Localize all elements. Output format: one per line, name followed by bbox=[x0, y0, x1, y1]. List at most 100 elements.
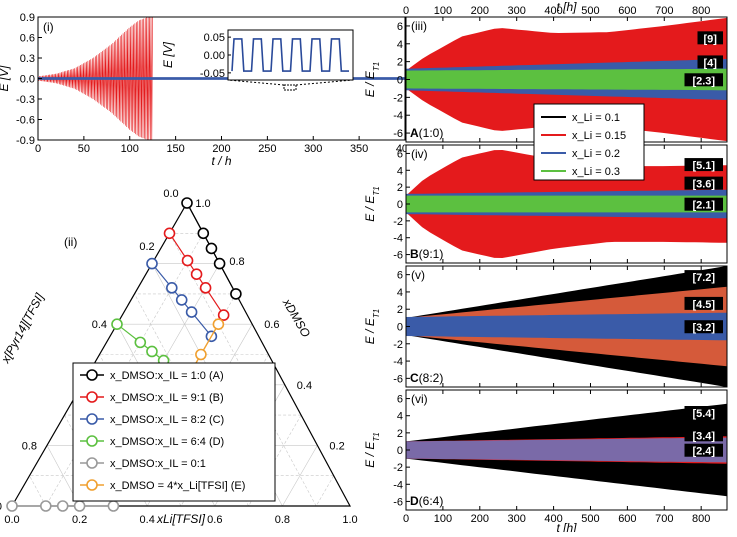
x-axis-label: t [h] bbox=[556, 521, 577, 532]
top-xtick-label: 100 bbox=[434, 5, 452, 17]
ytick-label: -6 bbox=[393, 373, 403, 385]
badge-label: [5.4] bbox=[692, 408, 715, 420]
series-marker bbox=[107, 500, 120, 512]
series-marker bbox=[39, 500, 52, 512]
ytick-label: 4 bbox=[397, 411, 403, 423]
series-e-marker bbox=[212, 318, 225, 331]
ytick-label: 0 bbox=[397, 199, 403, 211]
xtick-label: 300 bbox=[508, 513, 526, 525]
top-xtick-label: 0 bbox=[403, 5, 409, 17]
left-tick: 0.8 bbox=[22, 440, 37, 452]
ytick-label: 4 bbox=[397, 287, 403, 299]
y-axis-label: E [V] bbox=[0, 65, 11, 92]
top-tick: 1.0 bbox=[195, 198, 210, 210]
series-envelope bbox=[406, 68, 727, 91]
ytick-label: -2 bbox=[393, 462, 403, 474]
badge-label: [2.4] bbox=[692, 446, 715, 458]
series-marker bbox=[56, 500, 69, 512]
badge-label: [2.3] bbox=[692, 75, 715, 87]
legend-label: x_DMSO:x_IL = 8:2 (C) bbox=[110, 414, 224, 426]
series-marker bbox=[205, 242, 218, 255]
xtick-label: 250 bbox=[258, 143, 276, 155]
badge-bg bbox=[684, 73, 723, 87]
top-xtick-label: 200 bbox=[471, 5, 489, 17]
y-axis-label: E / ET1 bbox=[363, 62, 381, 97]
panel-label: (iv) bbox=[411, 147, 428, 161]
ytick-label: -6 bbox=[393, 250, 403, 262]
time-series-legend: x_Li = 0.1 x_Li = 0.15 x_Li = 0.2 x_Li = 0.… bbox=[533, 103, 645, 181]
panel-ii: 0.00.20.40.60.81.00.40.81.00.60.40.20.01… bbox=[0, 188, 358, 526]
ytick-label: 2 bbox=[397, 428, 403, 440]
badge-bg bbox=[684, 428, 723, 442]
ytick-label: -0.6 bbox=[16, 115, 35, 127]
legend-label: x_Li = 0.2 bbox=[572, 148, 620, 160]
legend-label: x_Li = 0.1 bbox=[572, 112, 620, 124]
ytick-label: 0.3 bbox=[20, 53, 35, 65]
ytick-label: 6 bbox=[397, 270, 403, 282]
ytick-label: 0 bbox=[397, 322, 403, 334]
series-marker bbox=[217, 309, 230, 321]
grid-line bbox=[315, 475, 334, 507]
panel-B: 6 4 2 0 -2 -4 -6 E / ET1 (iv) B(9:1) [5.1] [3.6] [2.… bbox=[363, 144, 728, 264]
ytick-label: 6 bbox=[397, 394, 403, 406]
ytick-label: 0 bbox=[397, 445, 403, 457]
sample-label: A(1:0) bbox=[410, 126, 443, 140]
left-tick: 1.0 bbox=[0, 501, 2, 513]
zoom-line bbox=[227, 79, 285, 86]
ytick-label: -4 bbox=[393, 233, 403, 245]
series-marker bbox=[166, 282, 178, 294]
badge-bg bbox=[684, 296, 723, 310]
xtick-label: 500 bbox=[581, 513, 599, 525]
sample-label: D(6:4) bbox=[410, 494, 443, 508]
sample-label: B(9:1) bbox=[410, 247, 443, 261]
top-xtick-label: 500 bbox=[581, 5, 599, 17]
bottom-tick: 1.0 bbox=[342, 514, 357, 526]
xtick-label: 800 bbox=[692, 513, 710, 525]
series-marker bbox=[197, 227, 210, 240]
ytick-label: 0.6 bbox=[20, 33, 35, 45]
top-xtick-label: 300 bbox=[508, 5, 526, 17]
badge-label: [3.2] bbox=[692, 322, 715, 334]
legend-swatch-marker bbox=[86, 435, 98, 447]
legend-label: x_DMSO:x_IL = 0:1 bbox=[110, 458, 206, 470]
series-envelope bbox=[406, 312, 727, 341]
badge-label: [7.2] bbox=[692, 272, 715, 284]
xtick-label: 600 bbox=[618, 513, 636, 525]
xtick-label: 50 bbox=[78, 143, 90, 155]
y-axis-label: E / ET1 bbox=[363, 432, 381, 467]
xtick-label: 700 bbox=[655, 513, 673, 525]
grid-line bbox=[169, 233, 317, 507]
badge-label: [4] bbox=[704, 57, 718, 69]
badge-label: [9] bbox=[704, 33, 718, 45]
series-marker bbox=[163, 227, 176, 240]
right-axis-label: xDMSO bbox=[279, 295, 313, 339]
right-tick: 0.6 bbox=[264, 319, 279, 331]
ytick-label: 6 bbox=[397, 148, 403, 160]
series-marker bbox=[213, 257, 226, 270]
series-marker bbox=[185, 306, 198, 318]
series-marker bbox=[230, 288, 242, 300]
series-envelope bbox=[406, 437, 727, 463]
ytick-label: -2 bbox=[393, 92, 403, 104]
badge-bg bbox=[684, 197, 723, 211]
ternary-legend: x_DMSO:x_IL = 1:0 (A) x_DMSO:x_IL = 9:1 (… bbox=[72, 362, 276, 502]
bottom-tick: 0.4 bbox=[140, 514, 155, 526]
series-marker bbox=[175, 294, 188, 306]
series-marker bbox=[181, 197, 193, 209]
inset-y-label: E [V] bbox=[161, 41, 175, 68]
bottom-tick: 0.6 bbox=[207, 514, 222, 526]
ytick-label: -6 bbox=[393, 496, 403, 508]
right-tick: 0.4 bbox=[297, 380, 312, 392]
bottom-tick: 0.0 bbox=[4, 514, 19, 526]
badge-bg bbox=[684, 320, 723, 334]
badge-label: [3.4] bbox=[692, 430, 715, 442]
xtick-label: 200 bbox=[212, 143, 230, 155]
inset-frame bbox=[227, 29, 354, 81]
xtick-label: 350 bbox=[350, 143, 368, 155]
series-marker bbox=[134, 336, 147, 349]
badge-bg bbox=[684, 406, 723, 419]
legend-label: x_DMSO = 4*x_Li[TFSI] (E) bbox=[110, 480, 245, 492]
ytick-label: -0.9 bbox=[16, 135, 35, 147]
xtick-label: 300 bbox=[304, 143, 322, 155]
